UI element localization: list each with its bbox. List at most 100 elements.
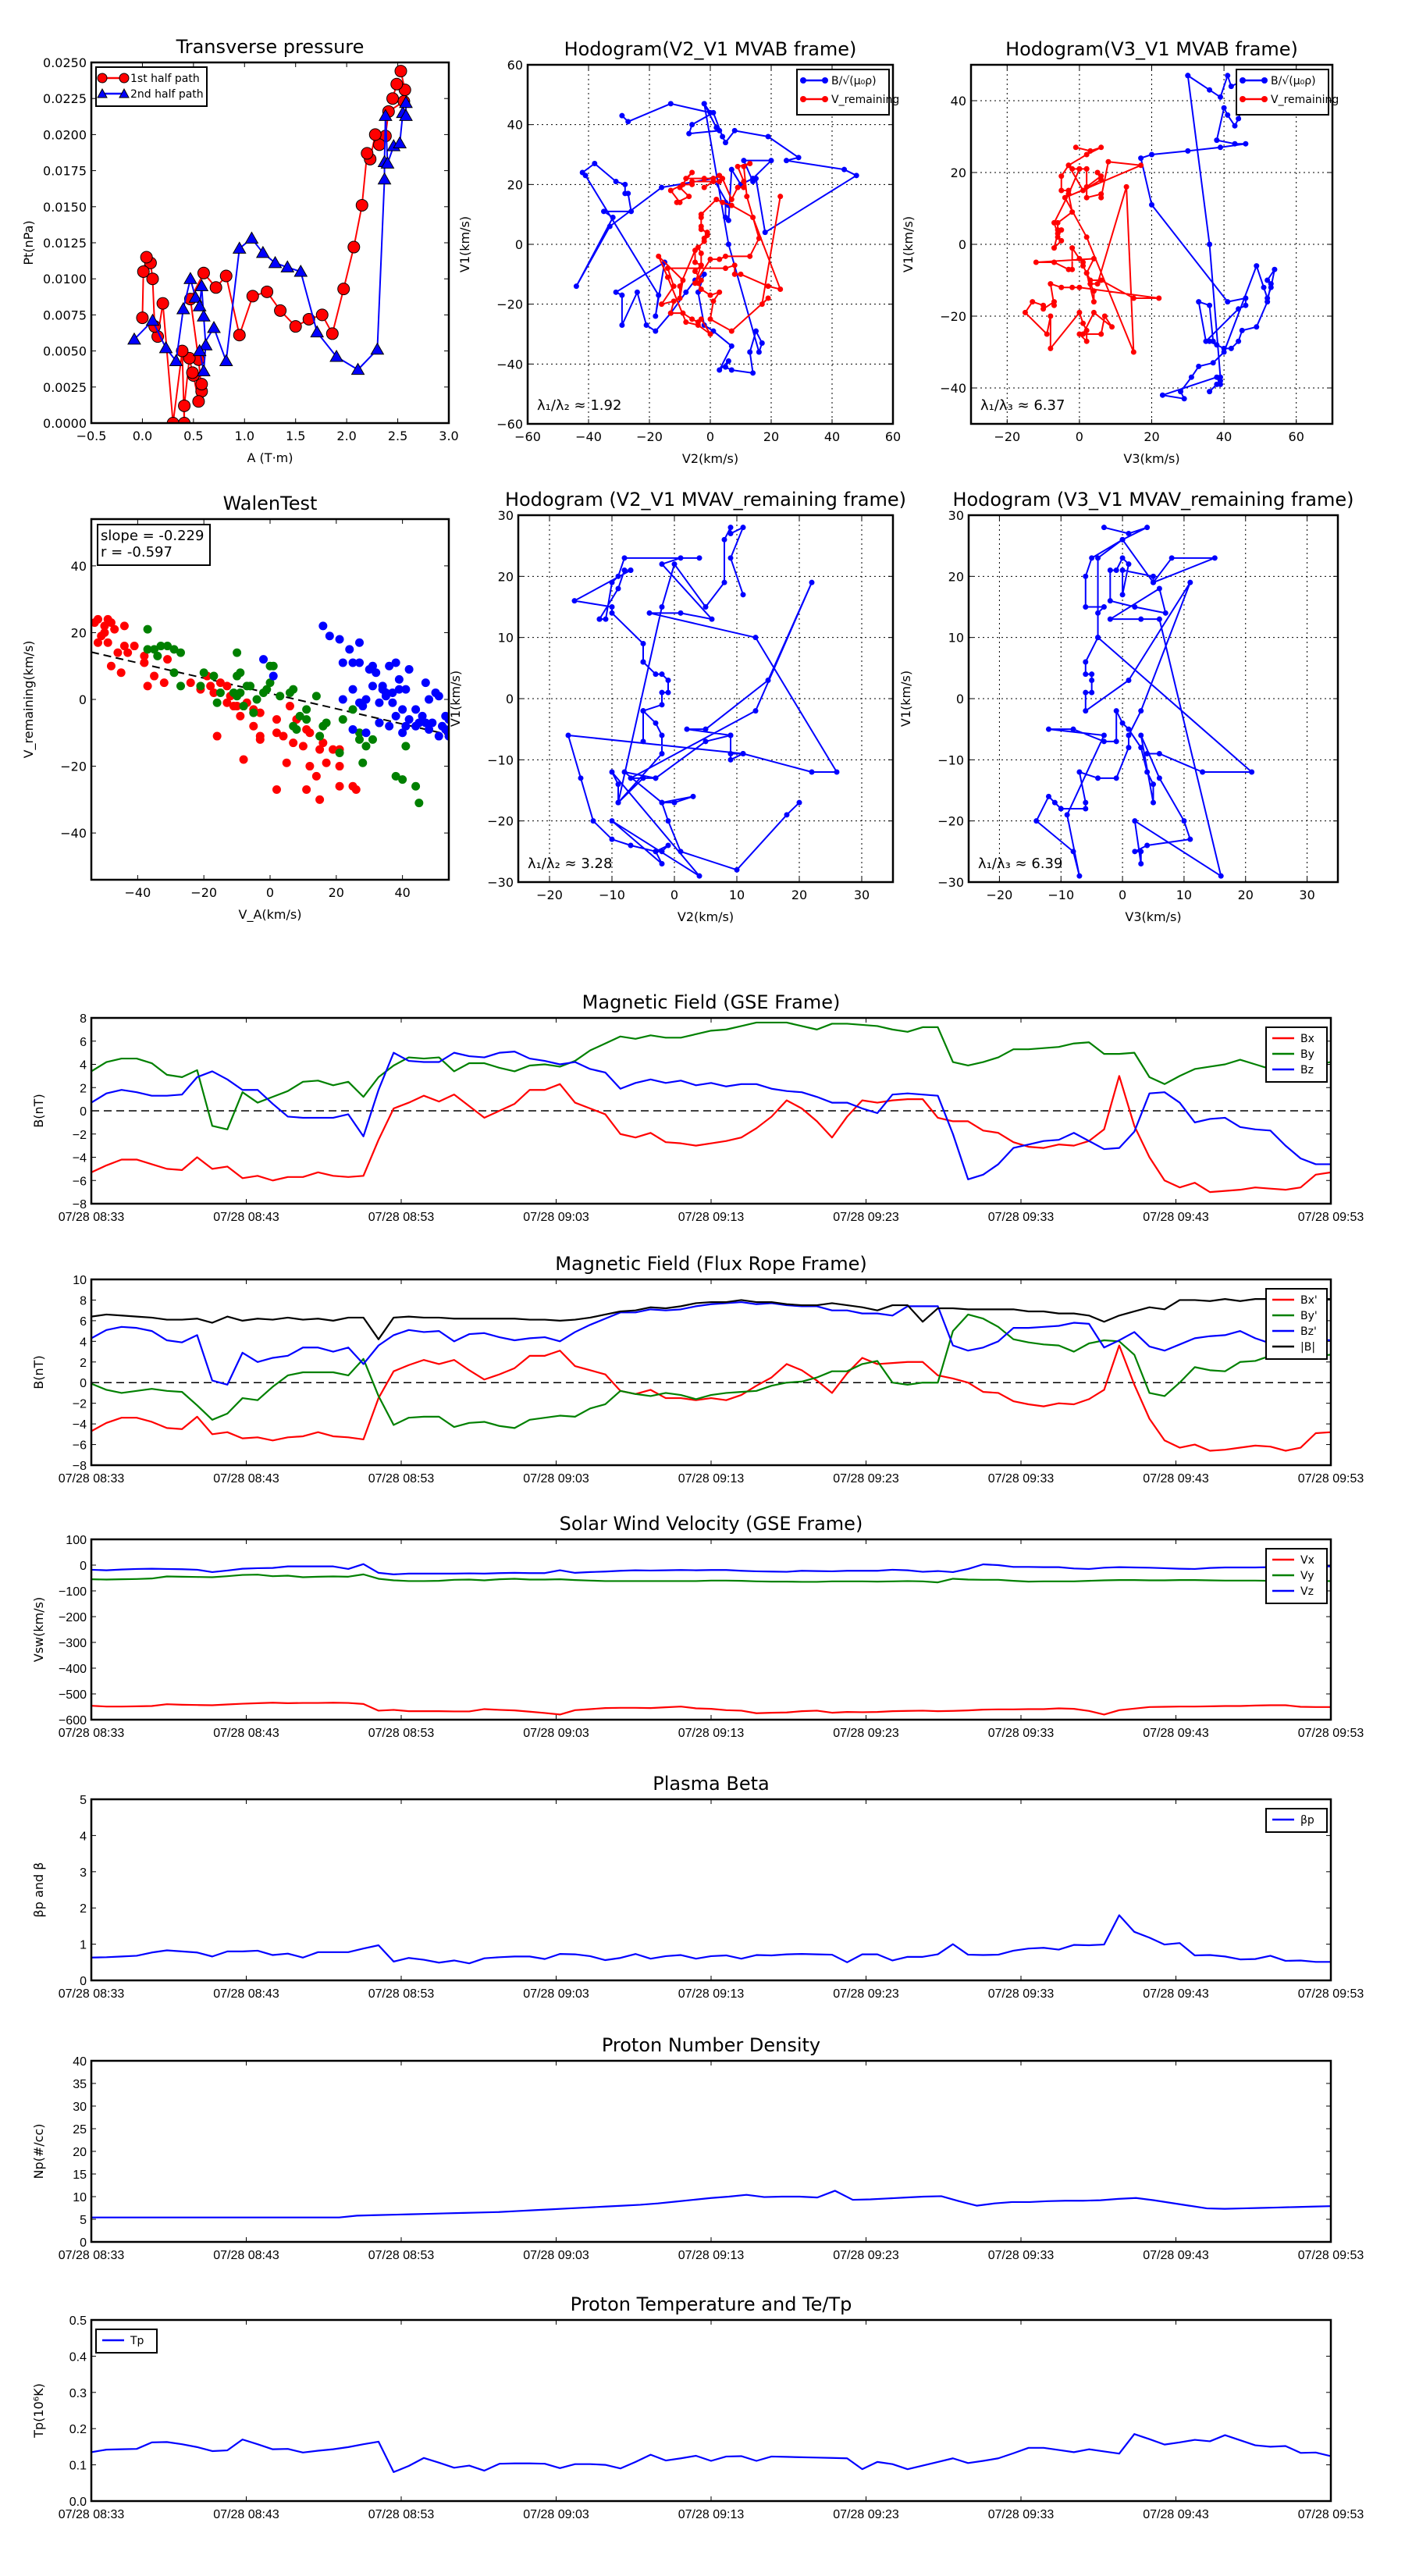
series-b- (1138, 73, 1278, 402)
series-1st-half-path (136, 65, 411, 423)
series-vz (91, 1563, 1331, 1575)
x-tick-label: 07/28 08:53 (368, 1211, 435, 1224)
data-point (315, 745, 325, 754)
data-point (670, 283, 677, 290)
data-point (731, 127, 738, 133)
data-point (1243, 302, 1249, 308)
data-point (394, 685, 404, 694)
data-point (1069, 165, 1076, 172)
y-tick-label: 60 (507, 58, 523, 73)
data-point-triangle (197, 309, 211, 322)
data-point (150, 671, 159, 681)
data-point (209, 671, 219, 681)
data-point (704, 229, 710, 236)
x-tick-label: 07/28 08:33 (59, 2249, 125, 2262)
plot-frame (517, 514, 895, 884)
legend: βp (1265, 1808, 1328, 1833)
x-tick-label: 0 (706, 429, 714, 444)
data-point (1105, 158, 1112, 165)
data-point (361, 728, 371, 738)
data-point (1232, 123, 1238, 129)
data-point (1264, 277, 1271, 283)
legend-label: Vy (1300, 1570, 1314, 1582)
data-point (434, 692, 443, 701)
y-tick-label: −300 (59, 1637, 87, 1650)
y-tick-label: 5 (80, 2214, 87, 2227)
y-tick-label: 0.0050 (43, 344, 87, 359)
data-point (1207, 389, 1213, 395)
y-tick-label: −8 (73, 1460, 87, 1473)
series-line (575, 102, 858, 374)
data-point (1200, 769, 1206, 775)
data-point (1107, 568, 1113, 573)
data-point (678, 610, 684, 616)
series-line (1024, 146, 1160, 353)
data-point (388, 688, 397, 697)
y-tick-label: 0.1 (69, 2460, 87, 2473)
data-point (725, 358, 731, 364)
data-point-circle (274, 304, 287, 317)
data-point (698, 223, 704, 229)
data-point (702, 604, 709, 610)
data-point (601, 208, 606, 215)
plot-area (91, 1563, 1331, 1716)
data-point (1130, 295, 1136, 301)
data-point (795, 155, 802, 161)
data-point (1098, 331, 1104, 337)
data-point-circle (246, 290, 259, 303)
x-tick-label: 40 (394, 885, 410, 900)
x-tick-label: 07/28 08:43 (213, 1987, 279, 2001)
data-point (311, 771, 321, 781)
data-point (1045, 726, 1051, 732)
data-point (355, 658, 364, 667)
y-tick-label: −6 (73, 1439, 87, 1453)
legend-marker (1261, 77, 1268, 84)
data-point (100, 628, 109, 637)
data-point (385, 661, 394, 671)
data-point-triangle (393, 136, 407, 148)
data-point-circle (192, 395, 205, 408)
data-point-circle (178, 399, 191, 412)
chart-proton-temperature: Proton Temperature and Te/Tp 0.0 0.1 0.2 0.3… (31, 2293, 1364, 2521)
chart-hodogram-v2-v1-mvav: Hodogram (V2_V1 MVAV_remaining frame) −30… (448, 489, 906, 924)
data-point-circle (337, 283, 350, 296)
data-point (1058, 806, 1064, 812)
x-tick-label: 07/28 09:43 (1143, 1472, 1209, 1485)
data-point (707, 292, 713, 298)
data-point (692, 247, 698, 254)
chart-plasma-beta: Plasma Beta 0 1 2 3 4 5 07/28 08:33 07/28 08:43 0… (31, 1773, 1364, 2001)
y-axis-label: Np(#/cc) (31, 2124, 46, 2179)
stats-box-frame (97, 524, 211, 566)
data-point (348, 685, 357, 694)
stats-text: r = -0.597 (101, 544, 173, 560)
data-point (398, 705, 407, 714)
data-point (731, 271, 738, 277)
data-point (401, 742, 411, 751)
data-point (1098, 144, 1104, 151)
data-point (163, 655, 173, 664)
series-green (143, 624, 424, 808)
data-point (677, 283, 683, 290)
data-point (1072, 144, 1079, 151)
series-line (141, 70, 406, 423)
series-bz (91, 1051, 1331, 1180)
data-point (744, 194, 750, 200)
data-point (640, 641, 646, 646)
legend: Bx By Bz (1265, 1026, 1328, 1083)
data-point (269, 661, 278, 671)
y-tick-label: 0 (80, 1377, 87, 1390)
x-tick-label: −20 (994, 429, 1020, 444)
x-tick-label: 07/28 09:53 (1298, 2508, 1364, 2521)
y-tick-label: −60 (496, 417, 523, 432)
data-point (659, 732, 665, 738)
data-point (1151, 781, 1156, 788)
data-point (355, 638, 364, 647)
data-point (689, 122, 695, 128)
data-point (444, 731, 449, 741)
data-point (1126, 531, 1132, 536)
data-point (1113, 708, 1119, 714)
data-point (1132, 818, 1138, 824)
data-point (1064, 812, 1070, 818)
data-point (385, 721, 394, 731)
y-tick-label: 20 (507, 177, 523, 192)
